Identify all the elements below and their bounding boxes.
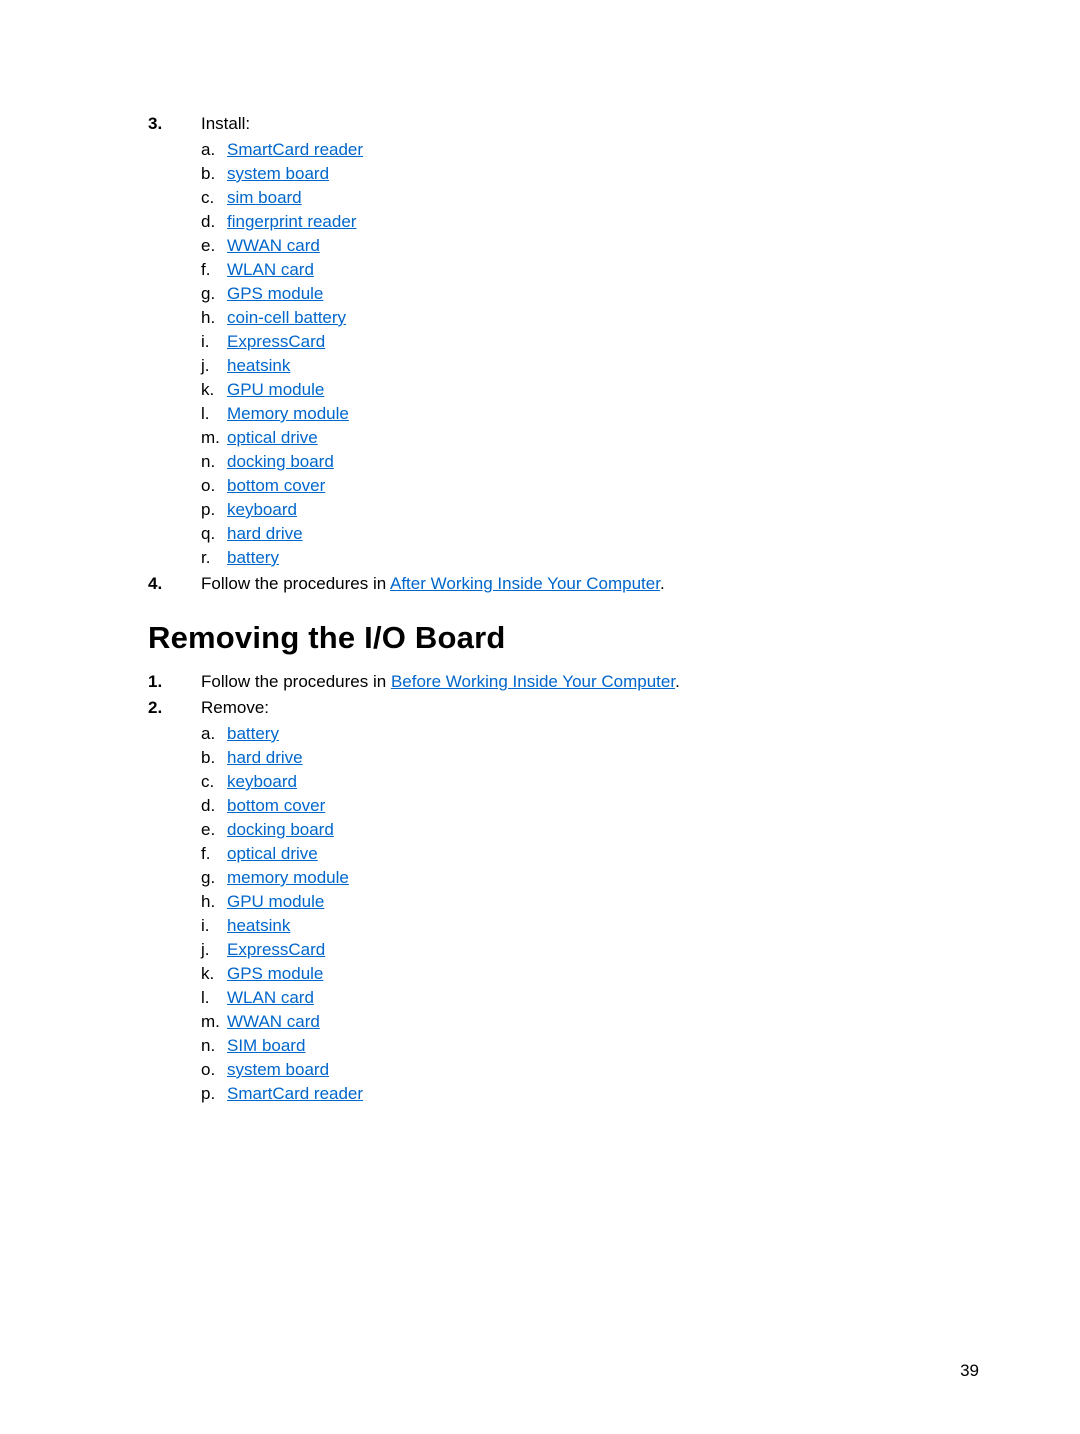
remove-link[interactable]: memory module (227, 868, 349, 887)
step-1-post: . (675, 672, 680, 691)
install-link[interactable]: SmartCard reader (227, 140, 363, 159)
install-item: WWAN card (201, 234, 940, 258)
install-item: docking board (201, 450, 940, 474)
remove-item: memory module (201, 866, 940, 890)
step-4-post: . (660, 574, 665, 593)
remove-link[interactable]: keyboard (227, 772, 297, 791)
step-1-follow: Follow the procedures in Before Working … (148, 670, 940, 694)
remove-link[interactable]: WWAN card (227, 1012, 320, 1031)
install-item: GPU module (201, 378, 940, 402)
remove-steps: Follow the procedures in Before Working … (148, 670, 940, 1106)
remove-link[interactable]: hard drive (227, 748, 303, 767)
install-link[interactable]: bottom cover (227, 476, 325, 495)
document-page: Install: SmartCard reader system board sim… (0, 0, 1080, 1434)
remove-item: SIM board (201, 1034, 940, 1058)
remove-item: GPS module (201, 962, 940, 986)
install-link[interactable]: optical drive (227, 428, 318, 447)
step-4-pre: Follow the procedures in (201, 574, 390, 593)
install-link[interactable]: heatsink (227, 356, 290, 375)
install-link[interactable]: WWAN card (227, 236, 320, 255)
install-item: SmartCard reader (201, 138, 940, 162)
install-item: sim board (201, 186, 940, 210)
remove-link[interactable]: battery (227, 724, 279, 743)
install-item: Memory module (201, 402, 940, 426)
install-item: GPS module (201, 282, 940, 306)
remove-link[interactable]: SmartCard reader (227, 1084, 363, 1103)
remove-item: keyboard (201, 770, 940, 794)
install-link[interactable]: coin-cell battery (227, 308, 346, 327)
step-4-follow: Follow the procedures in After Working I… (148, 572, 940, 596)
install-item: fingerprint reader (201, 210, 940, 234)
remove-item: ExpressCard (201, 938, 940, 962)
install-item: system board (201, 162, 940, 186)
remove-link[interactable]: heatsink (227, 916, 290, 935)
install-item: bottom cover (201, 474, 940, 498)
remove-item: SmartCard reader (201, 1082, 940, 1106)
remove-item: heatsink (201, 914, 940, 938)
remove-link[interactable]: SIM board (227, 1036, 305, 1055)
remove-link[interactable]: GPS module (227, 964, 323, 983)
install-link[interactable]: system board (227, 164, 329, 183)
install-link[interactable]: hard drive (227, 524, 303, 543)
install-item: optical drive (201, 426, 940, 450)
install-link[interactable]: WLAN card (227, 260, 314, 279)
install-link[interactable]: docking board (227, 452, 334, 471)
step-3-intro: Install: (201, 114, 250, 133)
install-item: keyboard (201, 498, 940, 522)
remove-link[interactable]: WLAN card (227, 988, 314, 1007)
step-1-pre: Follow the procedures in (201, 672, 391, 691)
remove-item: battery (201, 722, 940, 746)
install-item: coin-cell battery (201, 306, 940, 330)
remove-link[interactable]: ExpressCard (227, 940, 325, 959)
install-item: battery (201, 546, 940, 570)
remove-item: GPU module (201, 890, 940, 914)
remove-item: hard drive (201, 746, 940, 770)
install-steps-continued: Install: SmartCard reader system board sim… (148, 112, 940, 596)
install-link[interactable]: GPS module (227, 284, 323, 303)
heading-removing-io-board: Removing the I/O Board (148, 620, 940, 656)
remove-link[interactable]: docking board (227, 820, 334, 839)
step-3-install: Install: SmartCard reader system board sim… (148, 112, 940, 570)
after-working-link[interactable]: After Working Inside Your Computer (390, 574, 660, 593)
before-working-link[interactable]: Before Working Inside Your Computer (391, 672, 675, 691)
remove-item: system board (201, 1058, 940, 1082)
remove-link[interactable]: optical drive (227, 844, 318, 863)
install-item: WLAN card (201, 258, 940, 282)
remove-items-list: battery hard drive keyboard bottom cover doc… (201, 722, 940, 1106)
step-2-intro: Remove: (201, 698, 269, 717)
install-items-list: SmartCard reader system board sim board fin… (201, 138, 940, 570)
remove-item: WLAN card (201, 986, 940, 1010)
install-link[interactable]: sim board (227, 188, 302, 207)
install-link[interactable]: fingerprint reader (227, 212, 356, 231)
remove-item: bottom cover (201, 794, 940, 818)
install-item: ExpressCard (201, 330, 940, 354)
remove-item: WWAN card (201, 1010, 940, 1034)
install-link[interactable]: Memory module (227, 404, 349, 423)
remove-item: optical drive (201, 842, 940, 866)
install-link[interactable]: GPU module (227, 380, 324, 399)
remove-link[interactable]: bottom cover (227, 796, 325, 815)
remove-link[interactable]: system board (227, 1060, 329, 1079)
install-link[interactable]: ExpressCard (227, 332, 325, 351)
install-link[interactable]: keyboard (227, 500, 297, 519)
install-item: heatsink (201, 354, 940, 378)
remove-link[interactable]: GPU module (227, 892, 324, 911)
install-item: hard drive (201, 522, 940, 546)
step-2-remove: Remove: battery hard drive keyboard bottom … (148, 696, 940, 1106)
remove-item: docking board (201, 818, 940, 842)
page-number: 39 (960, 1361, 979, 1381)
install-link[interactable]: battery (227, 548, 279, 567)
